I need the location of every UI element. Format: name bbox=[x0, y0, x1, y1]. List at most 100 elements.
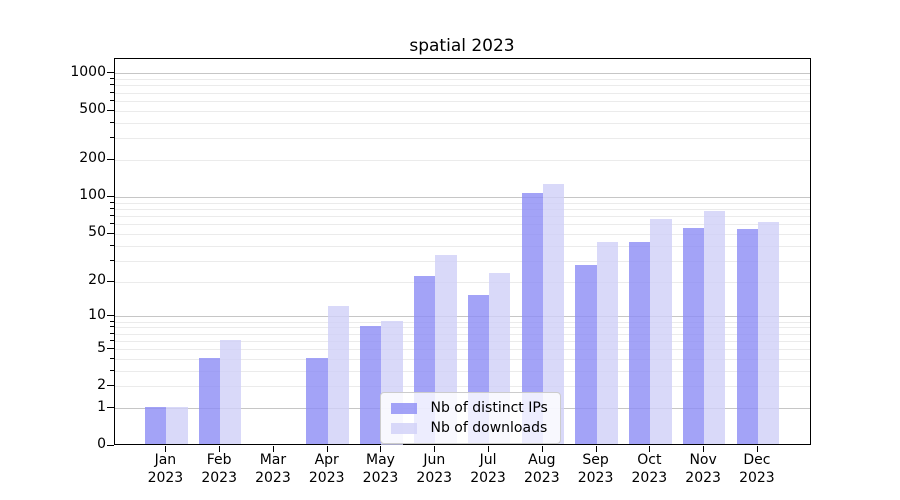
y-minor-tick-mark bbox=[109, 357, 114, 359]
y-minor-tick-mark bbox=[109, 223, 114, 225]
bar-distinct-ips-aug bbox=[521, 193, 543, 445]
y-minor-tick-mark bbox=[109, 232, 114, 234]
x-tick-label: Jul 2023 bbox=[458, 451, 518, 487]
x-tick-label-month: Sep bbox=[582, 452, 609, 468]
y-tick-label: 500 bbox=[79, 101, 106, 118]
y-gridline-minor bbox=[114, 110, 810, 112]
y-gridline-minor bbox=[114, 281, 810, 283]
legend-label-distinct-ips: Nb of distinct IPs bbox=[430, 400, 548, 416]
x-tick-label: Aug 2023 bbox=[512, 451, 572, 487]
y-minor-tick-mark bbox=[109, 320, 114, 322]
x-tick-label-year: 2023 bbox=[577, 470, 614, 486]
y-minor-tick-mark bbox=[109, 280, 114, 282]
x-tick-label-year: 2023 bbox=[201, 470, 237, 486]
plot-area: Nb of distinct IPs Nb of downloads bbox=[113, 58, 811, 445]
y-gridline-major bbox=[114, 196, 810, 198]
bar-downloads-feb bbox=[220, 339, 242, 445]
bar-downloads-aug bbox=[542, 184, 565, 445]
bar-distinct-ips-may bbox=[360, 326, 382, 445]
x-tick-label-year: 2023 bbox=[685, 470, 721, 486]
legend-item-distinct-ips: Nb of distinct IPs bbox=[390, 400, 548, 416]
x-tick-label-year: 2023 bbox=[470, 470, 506, 486]
x-tick-label: Mar 2023 bbox=[243, 451, 303, 487]
x-tick-label: Nov 2023 bbox=[673, 451, 733, 487]
x-tick-label-year: 2023 bbox=[416, 470, 453, 486]
y-minor-tick-mark bbox=[109, 137, 114, 139]
x-tick-label-month: Dec bbox=[743, 452, 771, 468]
x-tick-mark bbox=[219, 445, 221, 452]
y-minor-tick-mark bbox=[109, 91, 114, 93]
x-tick-label: Sep 2023 bbox=[566, 451, 626, 487]
y-gridline-minor bbox=[114, 358, 810, 360]
x-tick-label-month: Apr bbox=[314, 452, 339, 468]
y-minor-tick-mark bbox=[109, 121, 114, 123]
y-minor-tick-mark bbox=[109, 259, 114, 261]
y-minor-tick-mark bbox=[109, 385, 114, 387]
y-gridline-minor bbox=[114, 100, 810, 102]
legend-item-downloads: Nb of downloads bbox=[390, 420, 548, 436]
x-tick-label-month: Feb bbox=[206, 452, 232, 468]
y-minor-tick-mark bbox=[109, 326, 114, 328]
y-gridline-major bbox=[114, 73, 810, 75]
bar-downloads-jan bbox=[166, 407, 188, 445]
x-tick-mark bbox=[595, 445, 597, 452]
x-tick-mark bbox=[541, 445, 543, 452]
y-gridline-minor bbox=[114, 92, 810, 94]
legend: Nb of distinct IPs Nb of downloads bbox=[379, 392, 561, 444]
x-tick-label-year: 2023 bbox=[147, 470, 184, 486]
y-gridline-minor bbox=[114, 208, 810, 210]
y-tick-mark bbox=[106, 407, 114, 409]
y-gridline-minor bbox=[114, 327, 810, 329]
y-gridline-minor bbox=[114, 138, 810, 140]
y-tick-label: 50 bbox=[88, 224, 106, 241]
y-gridline-minor bbox=[114, 85, 810, 87]
bar-distinct-ips-oct bbox=[629, 241, 651, 445]
legend-label-downloads: Nb of downloads bbox=[430, 420, 548, 436]
y-minor-tick-mark bbox=[109, 84, 114, 86]
x-tick-label-year: 2023 bbox=[362, 470, 399, 486]
y-gridline-minor bbox=[114, 159, 810, 161]
x-tick-mark bbox=[272, 445, 274, 452]
x-tick-label-month: Jul bbox=[479, 452, 497, 468]
y-minor-tick-mark bbox=[109, 109, 114, 111]
y-minor-tick-mark bbox=[109, 78, 114, 80]
x-tick-mark bbox=[756, 445, 758, 452]
y-minor-tick-mark bbox=[109, 348, 114, 349]
y-minor-tick-mark bbox=[109, 99, 114, 101]
bar-distinct-ips-nov bbox=[682, 227, 705, 445]
x-tick-label: Apr 2023 bbox=[297, 451, 357, 487]
x-tick-label: Feb 2023 bbox=[189, 451, 249, 487]
bar-distinct-ips-dec bbox=[736, 228, 758, 445]
y-gridline-minor bbox=[114, 386, 810, 388]
x-tick-mark bbox=[165, 445, 167, 452]
y-gridline-minor bbox=[114, 349, 810, 350]
y-gridline-minor bbox=[114, 79, 810, 81]
y-tick-mark bbox=[106, 195, 114, 197]
y-gridline-major bbox=[114, 316, 810, 318]
bar-downloads-dec bbox=[757, 222, 780, 445]
x-tick-label-month: Oct bbox=[637, 452, 662, 468]
bar-distinct-ips-jan bbox=[145, 407, 167, 445]
x-tick-mark bbox=[703, 445, 705, 452]
y-minor-tick-mark bbox=[109, 214, 114, 216]
y-tick-label: 1000 bbox=[70, 63, 106, 80]
x-tick-label-year: 2023 bbox=[631, 470, 668, 486]
x-tick-label-month: Nov bbox=[689, 452, 717, 468]
y-gridline-minor bbox=[114, 370, 810, 372]
y-minor-tick-mark bbox=[109, 207, 114, 209]
x-tick-mark bbox=[649, 445, 651, 452]
x-tick-label: Dec 2023 bbox=[727, 451, 787, 487]
legend-swatch-distinct-ips bbox=[390, 402, 417, 414]
y-minor-tick-mark bbox=[109, 369, 114, 371]
y-tick-label: 0 bbox=[97, 436, 106, 452]
y-gridline-minor bbox=[114, 260, 810, 262]
y-tick-label: 5 bbox=[97, 339, 106, 356]
y-gridline-minor bbox=[114, 224, 810, 226]
y-gridline-minor bbox=[114, 245, 810, 247]
x-tick-label-year: 2023 bbox=[308, 470, 345, 486]
y-tick-label: 2 bbox=[97, 376, 106, 393]
x-tick-mark bbox=[326, 445, 328, 452]
bar-downloads-apr bbox=[327, 306, 349, 445]
x-tick-mark bbox=[488, 445, 490, 452]
y-gridline-minor bbox=[114, 333, 810, 335]
